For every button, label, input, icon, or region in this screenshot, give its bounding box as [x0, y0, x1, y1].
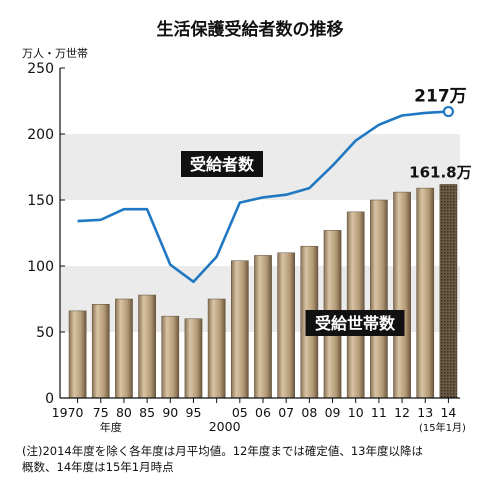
x-tick-label-08: 08	[301, 405, 317, 420]
x-tick-label-12: 12	[394, 405, 410, 420]
x-unit-label: 年度	[100, 420, 122, 434]
y-tick-label-0: 0	[45, 391, 54, 407]
y-axis-label: 万人・万世帯	[22, 47, 88, 60]
x-tick-label-13: 13	[417, 405, 433, 420]
x-tick-label-14: 14	[440, 405, 456, 420]
y-axis: 0 50 100 150 200 250	[27, 61, 65, 407]
line-recipients	[77, 110, 449, 284]
x-last-tick-sub: (15年1月)	[419, 421, 466, 434]
series-label-households: 受給世帯数	[315, 314, 396, 333]
x-tick-label-1970: 1970	[52, 405, 84, 420]
x-tick-label-90: 90	[162, 405, 178, 420]
x-tick-label-06: 06	[255, 405, 271, 420]
y-tick-label-100: 100	[27, 259, 54, 275]
x-tick-label-07: 07	[278, 405, 294, 420]
bar-2000	[207, 298, 226, 399]
footnote: (注)2014年度を除く各年度は月平均値。12年度までは確定値、13年度以降は …	[22, 444, 424, 474]
y-tick-label-150: 150	[27, 193, 54, 209]
bar-series	[68, 184, 458, 399]
y-tick-label-250: 250	[27, 61, 54, 77]
bar-13	[416, 187, 435, 399]
line-end-point	[442, 105, 455, 118]
bar-95	[184, 318, 203, 399]
y-tick-label-200: 200	[27, 127, 54, 143]
bar-11	[370, 199, 388, 399]
bar-07	[277, 252, 296, 399]
series-label-recipients-box	[181, 151, 263, 177]
bar-12	[393, 191, 411, 399]
line-series	[77, 105, 455, 284]
chart-title: 生活保護受給者数の推移	[157, 19, 344, 40]
bar-80	[115, 298, 133, 399]
bar-end-value-label: 161.8万	[409, 163, 471, 181]
x-tick-label-2000: 2000	[209, 419, 241, 434]
line-end-value-label: 217万	[414, 87, 467, 107]
x-tick-label-80: 80	[116, 405, 132, 420]
x-tick-label-95: 95	[186, 405, 202, 420]
x-tick-label-09: 09	[325, 405, 341, 420]
y-tick-label-50: 50	[36, 325, 54, 341]
x-tick-label-11: 11	[371, 405, 387, 420]
bar-14	[439, 184, 458, 399]
bar-10	[346, 211, 365, 399]
x-tick-label-85: 85	[139, 405, 155, 420]
x-tick-label-10: 10	[348, 405, 364, 420]
bar-90	[161, 315, 180, 399]
bar-1970	[68, 310, 87, 399]
bar-05	[230, 260, 249, 399]
series-label-households-box	[305, 310, 405, 336]
series-label-recipients: 受給者数	[190, 155, 255, 174]
x-tick-label-05: 05	[232, 405, 248, 420]
bar-75	[91, 304, 110, 399]
bar-06	[254, 255, 272, 399]
bar-85	[138, 294, 156, 399]
x-tick-label-75: 75	[93, 405, 109, 420]
